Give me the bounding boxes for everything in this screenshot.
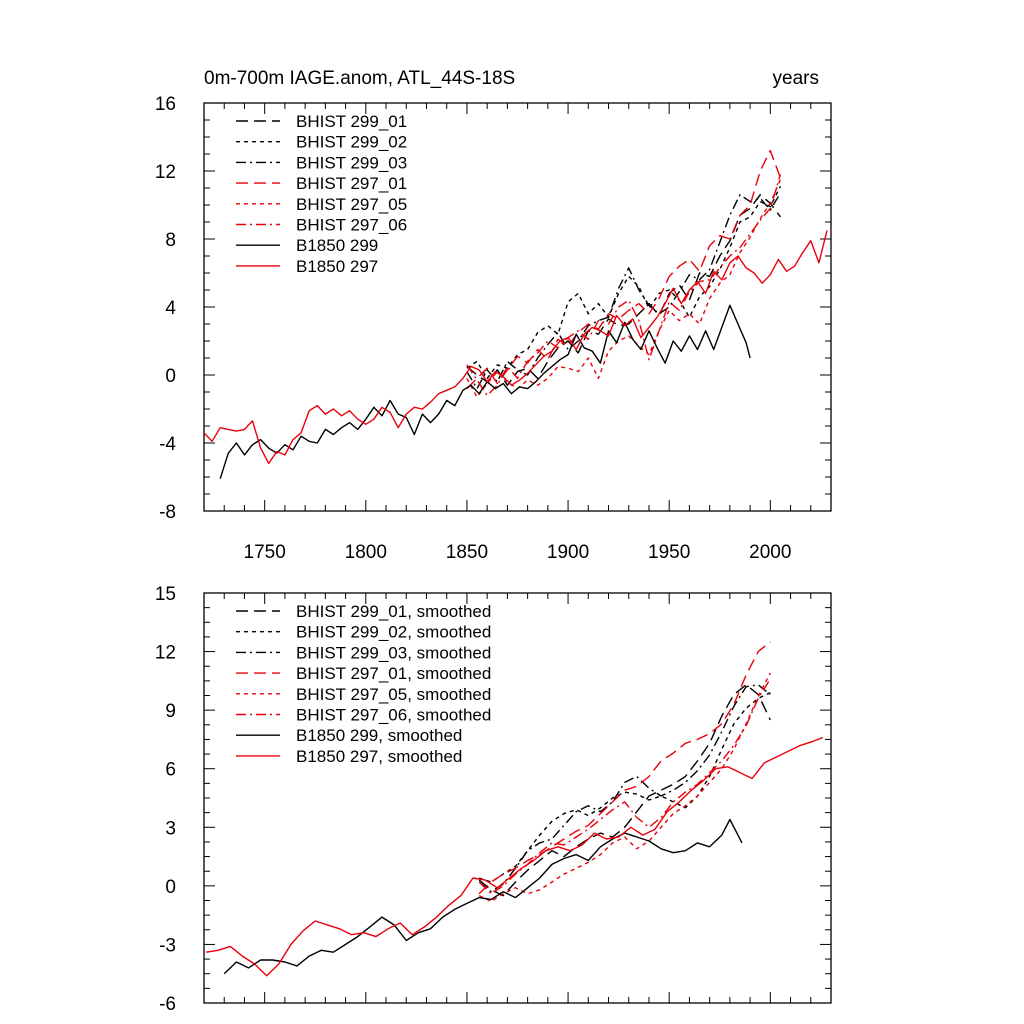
x-tick-label: 1750	[244, 542, 286, 563]
legend-label: BHIST 299_01, smoothed	[296, 602, 491, 621]
series-line-3	[466, 192, 782, 390]
chart-title: 0m-700m IAGE.anom, ATL_44S-18S	[204, 68, 515, 89]
legend-label: B1850 299, smoothed	[296, 726, 462, 745]
x-tick-label: 2000	[749, 542, 791, 563]
legend-label: BHIST 299_03	[296, 153, 407, 172]
series-line-1	[478, 684, 771, 897]
series-line-4	[466, 149, 782, 390]
series-line-5	[466, 179, 782, 398]
legend-label: BHIST 297_01, smoothed	[296, 664, 491, 683]
chart-units-label: years	[773, 68, 819, 89]
series-line-6	[466, 174, 782, 397]
legend-label: B1850 297	[296, 257, 378, 276]
series-line-5	[478, 672, 771, 903]
series-line-6	[478, 678, 771, 895]
y-tick-label: -3	[159, 935, 176, 956]
y-tick-label: 3	[165, 818, 176, 839]
legend-label: BHIST 297_06, smoothed	[296, 706, 491, 725]
y-tick-label: 0	[165, 877, 176, 898]
legend-label: B1850 297, smoothed	[296, 747, 462, 766]
y-tick-label: 9	[165, 701, 176, 722]
y-tick-label: 8	[165, 230, 176, 251]
series-line-1	[466, 194, 781, 386]
y-tick-label: 0	[165, 366, 176, 387]
legend-label: BHIST 297_05, smoothed	[296, 685, 491, 704]
y-tick-label: -8	[159, 502, 176, 523]
legend-label: BHIST 297_06	[296, 216, 407, 235]
x-tick-label: 1800	[345, 542, 387, 563]
x-tick-label: 1850	[446, 542, 488, 563]
y-tick-label: 16	[155, 94, 176, 115]
y-tick-label: -6	[159, 994, 176, 1015]
series-line-8	[204, 230, 828, 465]
legend: BHIST 299_01, smoothed BHIST 299_02, smoo…	[236, 602, 491, 766]
legend-label: BHIST 299_03, smoothed	[296, 643, 491, 662]
legend-label: BHIST 299_02	[296, 133, 407, 152]
legend-label: BHIST 297_01	[296, 174, 407, 193]
series-line-3	[478, 684, 771, 893]
y-tick-label: -4	[159, 434, 176, 455]
y-tick-label: 4	[165, 298, 176, 319]
series-group	[204, 149, 828, 479]
series-line-8	[205, 736, 824, 977]
series-group	[205, 641, 824, 977]
legend-label: BHIST 299_02, smoothed	[296, 623, 491, 642]
legend-label: BHIST 297_05	[296, 195, 407, 214]
y-tick-label: 6	[165, 760, 176, 781]
y-tick-label: 15	[155, 584, 176, 605]
series-line-7	[223, 818, 743, 975]
series-line-2	[466, 185, 782, 380]
y-tick-label: 12	[155, 162, 176, 183]
y-tick-label: 12	[155, 643, 176, 664]
x-tick-label: 1950	[648, 542, 690, 563]
series-line-4	[478, 641, 771, 895]
legend-label: BHIST 299_01	[296, 112, 407, 131]
series-line-7	[219, 304, 751, 479]
x-tick-label: 1900	[547, 542, 589, 563]
plot-panel-1: 1750 1800 1850 1900 1950 2000 -8 -4 0 4 8 12 16 0m-70…	[155, 68, 832, 563]
legend-label: B1850 299	[296, 236, 378, 255]
